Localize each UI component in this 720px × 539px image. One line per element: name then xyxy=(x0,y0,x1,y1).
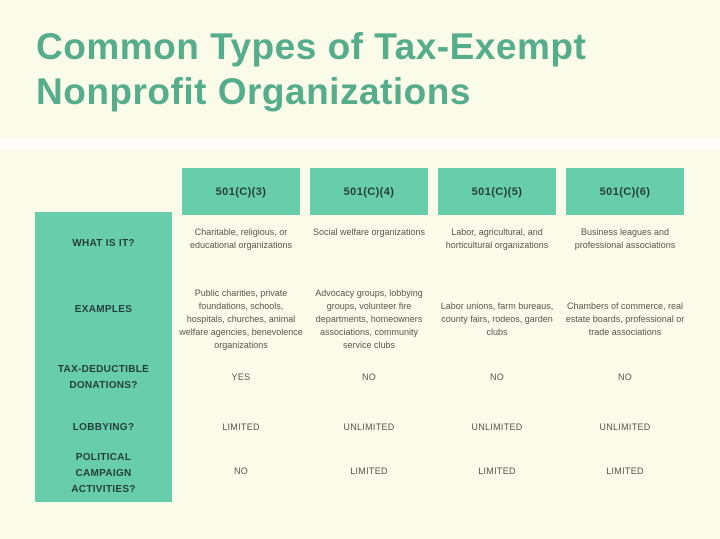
row-header-what-is-it: WHAT IS IT? xyxy=(72,238,135,249)
page-title: Common Types of Tax-Exempt Nonprofit Orga… xyxy=(36,24,706,114)
table-cell: UNLIMITED xyxy=(471,422,523,432)
table-cell: NO xyxy=(233,466,249,476)
divider xyxy=(0,138,720,150)
column-header-501c4: 501(C)(4) xyxy=(310,168,428,215)
table-cell: Labor unions, farm bureaus, county fairs… xyxy=(440,300,554,337)
row-header-lobbying: LOBBYING? xyxy=(72,422,135,433)
row-header-examples: EXAMPLES xyxy=(74,304,133,315)
row-header-panel: WHAT IS IT? EXAMPLES TAX-DEDUCTIBLE DONA… xyxy=(35,212,172,502)
table-cell: Chambers of commerce, real estate boards… xyxy=(565,300,685,337)
table-cell: Charitable, religious, or educational or… xyxy=(189,227,293,250)
table-cell: LIMITED xyxy=(350,466,388,476)
column-header-501c6: 501(C)(6) xyxy=(566,168,684,215)
table-cell: Advocacy groups, lobbying groups, volunt… xyxy=(315,287,423,350)
table-cell: LIMITED xyxy=(478,466,516,476)
table-cell: Business leagues and professional associ… xyxy=(574,227,676,250)
table-cell: NO xyxy=(361,372,377,382)
table-cell: LIMITED xyxy=(222,422,260,432)
row-header-political-campaign-activities: POLITICAL CAMPAIGN ACTIVITIES? xyxy=(71,452,136,495)
table-cell: Public charities, private foundations, s… xyxy=(179,287,303,350)
table-cell: LIMITED xyxy=(606,466,644,476)
column-header-501c5: 501(C)(5) xyxy=(438,168,556,215)
table-cell: Labor, agricultural, and horticultural o… xyxy=(445,227,549,250)
column-header-501c3: 501(C)(3) xyxy=(182,168,300,215)
table-cell: Social welfare organizations xyxy=(312,227,426,237)
table-cell: UNLIMITED xyxy=(599,422,651,432)
page-title-line-1: Common Types of Tax-Exempt xyxy=(36,26,587,67)
page-title-line-2: Nonprofit Organizations xyxy=(36,71,471,112)
table-cell: YES xyxy=(231,372,251,382)
row-header-tax-deductible-donations: TAX-DEDUCTIBLE DONATIONS? xyxy=(57,364,150,391)
table-cell: NO xyxy=(489,372,505,382)
table-cell: NO xyxy=(617,372,633,382)
table-cell: UNLIMITED xyxy=(343,422,395,432)
